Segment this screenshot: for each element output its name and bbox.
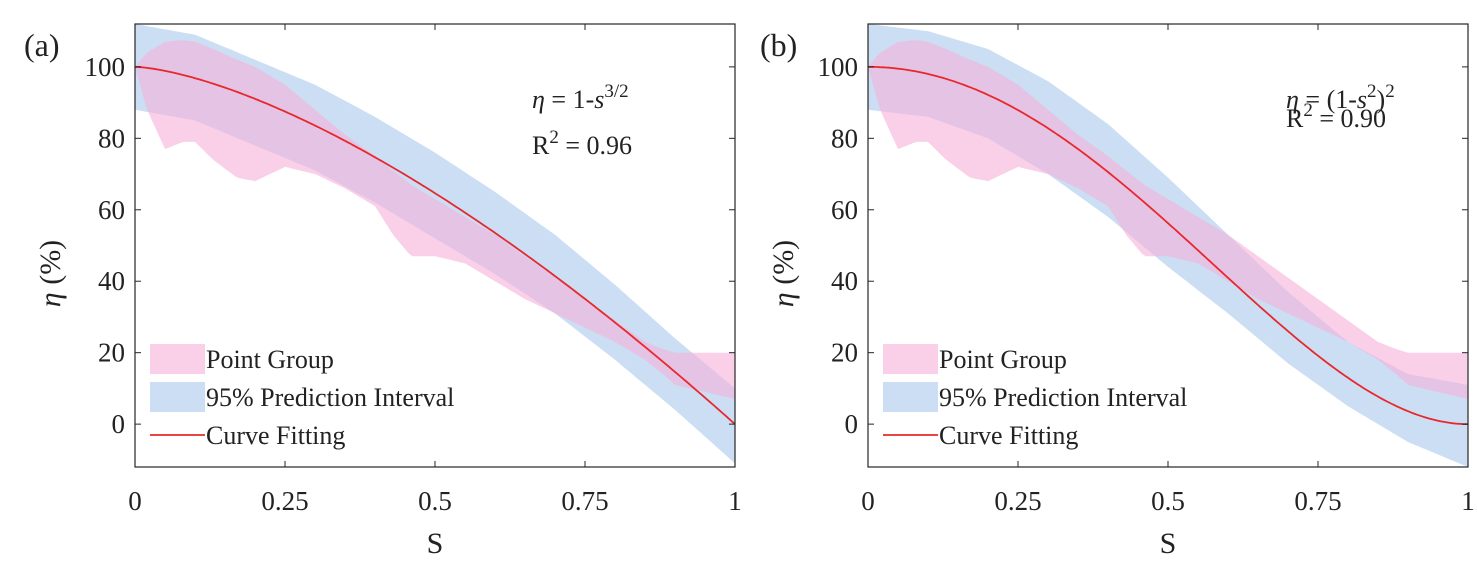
legend-label: Curve Fitting [939, 421, 1078, 450]
x-tick-label: 1 [728, 486, 742, 516]
legend-label: Point Group [206, 345, 334, 374]
x-tick-label: 0.5 [418, 486, 452, 516]
curve-fitting-line [868, 66, 1468, 426]
panel-label: (b) [760, 27, 797, 63]
fit-equation: η = (1-s2)2 [1286, 81, 1395, 114]
legend-label: Curve Fitting [206, 421, 345, 450]
legend-label: 95% Prediction Interval [939, 383, 1187, 412]
legend-label: Point Group [939, 345, 1067, 374]
y-tick-label: 40 [98, 266, 125, 296]
legend: Point Group 95% Prediction Interval Curve … [883, 344, 1187, 450]
x-tick-label: 0.75 [561, 486, 608, 516]
y-tick-label: 60 [831, 195, 858, 225]
y-tick-label: 60 [98, 195, 125, 225]
r-squared: R2 = 0.96 [532, 127, 632, 160]
legend-swatch-prediction-interval [883, 382, 938, 412]
plot-area [868, 24, 1468, 467]
y-tick-label: 0 [112, 409, 126, 439]
x-tick-label: 0.25 [261, 486, 308, 516]
chart-panel-a: 0 0.25 0.5 0.75 1 0 20 40 60 80 100 Sη (%) (a) η = 1-… [24, 23, 742, 560]
y-tick-label: 80 [831, 123, 858, 153]
x-axis-label: S [427, 527, 444, 560]
y-axis-label: η (%) [767, 240, 800, 307]
panel-label: (a) [24, 27, 60, 63]
y-tick-label: 100 [85, 52, 126, 82]
point-group-band [868, 40, 1468, 400]
legend-swatch-prediction-interval [150, 382, 205, 412]
legend-swatch-point-group [883, 344, 938, 374]
r-squared: R2 = 0.90 [1286, 100, 1386, 133]
x-tick-label: 0.25 [994, 486, 1041, 516]
y-tick-label: 0 [845, 409, 859, 439]
x-tick-label: 0 [128, 486, 142, 516]
x-tick-label: 0.5 [1151, 486, 1185, 516]
point-group-band [135, 40, 735, 400]
y-tick-label: 40 [831, 266, 858, 296]
curve-fitting-line [135, 66, 735, 425]
x-tick-label: 0.75 [1294, 486, 1341, 516]
y-tick-label: 20 [831, 338, 858, 368]
legend-swatch-point-group [150, 344, 205, 374]
plot-area [135, 24, 735, 464]
legend-label: 95% Prediction Interval [206, 383, 454, 412]
chart-panel-b: 0 0.25 0.5 0.75 1 0 20 40 60 80 100 Sη (%) (b) η = (1… [760, 23, 1475, 560]
y-axis-label: η (%) [34, 240, 67, 307]
x-tick-label: 0 [861, 486, 875, 516]
y-tick-label: 80 [98, 123, 125, 153]
y-tick-label: 20 [98, 338, 125, 368]
y-tick-label: 100 [818, 52, 859, 82]
x-axis-label: S [1160, 527, 1177, 560]
x-tick-label: 1 [1461, 486, 1475, 516]
fit-equation: η = 1-s3/2 [532, 81, 629, 114]
legend: Point Group 95% Prediction Interval Curve … [150, 344, 454, 450]
